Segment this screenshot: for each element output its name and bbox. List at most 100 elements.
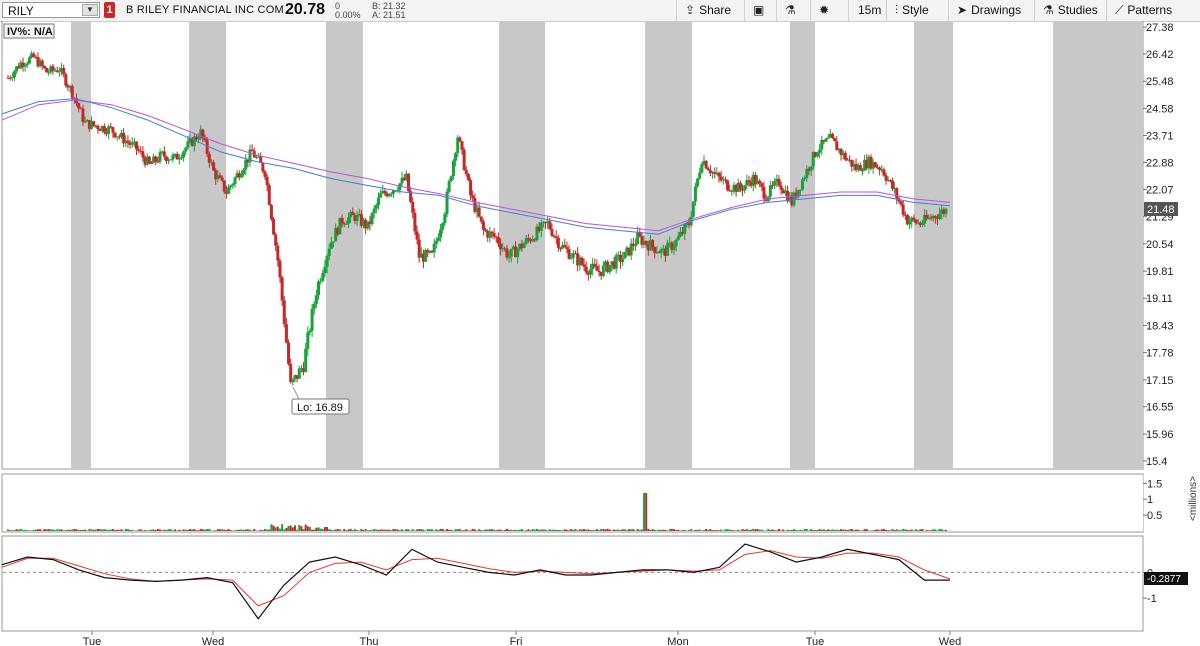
candle-body <box>432 243 436 253</box>
candle-body <box>447 180 451 192</box>
candle-body <box>910 217 914 222</box>
candle-body <box>233 177 237 185</box>
candle-body <box>186 141 190 148</box>
candle-body <box>901 204 905 215</box>
share-button[interactable]: ⇪ Share <box>676 0 744 21</box>
candle-body <box>257 156 261 158</box>
candle-body <box>822 139 826 142</box>
volume-bar <box>531 529 534 531</box>
price-panel[interactable] <box>1 21 1144 470</box>
volume-bar <box>621 529 624 531</box>
candle-body <box>616 254 620 256</box>
symbol-text: RILY <box>8 4 34 18</box>
candle-body <box>143 157 147 165</box>
candle-body <box>715 172 719 174</box>
volume-bar <box>199 528 202 531</box>
volume-bar <box>857 529 860 531</box>
oscillator-panel[interactable] <box>1 535 1144 632</box>
candle-body <box>805 168 809 179</box>
volume-bar <box>471 528 474 531</box>
volume-bar <box>428 529 431 531</box>
volume-bar <box>116 529 119 531</box>
candle-body <box>552 235 556 237</box>
candle-body <box>17 66 21 69</box>
volume-bar <box>833 529 836 531</box>
candle-body <box>66 85 70 88</box>
volume-bar <box>272 525 275 531</box>
volume-bar <box>730 529 733 531</box>
top-toolbar: RILY ▼ 1 B RILEY FINANCIAL INC COM 20.78… <box>0 0 1200 22</box>
candle-body <box>625 247 629 252</box>
candle-body <box>499 243 503 250</box>
candle-body <box>524 238 528 244</box>
export-button[interactable]: ▣ <box>744 0 776 21</box>
candle-body <box>923 215 927 224</box>
settings-button[interactable]: ✹ <box>810 0 848 21</box>
candle-body <box>841 152 845 156</box>
volume-panel[interactable] <box>1 473 1144 533</box>
volume-bar <box>377 529 380 531</box>
candle-body <box>306 332 310 349</box>
volume-bar <box>917 530 920 531</box>
symbol-dropdown-icon[interactable]: ▼ <box>82 4 98 16</box>
studies-button[interactable]: ⚗ Studies <box>1034 0 1106 21</box>
candle-body <box>773 181 777 186</box>
candle-body <box>209 162 213 164</box>
volume-bar <box>180 530 183 531</box>
chart-area[interactable]: 27.3826.4225.4824.5823.7122.8822.0721.29… <box>0 21 1200 646</box>
volume-bar <box>268 529 271 531</box>
drawings-button[interactable]: ➤ Drawings <box>948 0 1034 21</box>
volume-bar <box>662 529 665 531</box>
patterns-button[interactable]: ⟋ Patterns <box>1106 0 1200 21</box>
candle-body <box>182 151 186 158</box>
candle-body <box>156 161 160 163</box>
volume-bar <box>508 529 511 531</box>
volume-bar <box>431 529 434 531</box>
candle-body <box>719 176 723 181</box>
candle-body <box>942 209 946 214</box>
candle-body <box>368 221 372 225</box>
candle-body <box>683 224 687 234</box>
price-axis-label: 15.96 <box>1146 429 1174 441</box>
candle-body <box>379 193 383 198</box>
interval-button[interactable]: 15m <box>848 0 886 21</box>
volume-bar <box>514 529 517 531</box>
candle-body <box>177 158 181 160</box>
volume-bar <box>906 529 909 531</box>
candle-body <box>115 136 119 138</box>
candle-body <box>192 136 196 146</box>
volume-bar <box>636 528 639 531</box>
candle-body <box>291 379 295 383</box>
volume-bar <box>219 529 222 531</box>
volume-bar <box>844 529 847 531</box>
alert-badge[interactable]: 1 <box>104 2 115 18</box>
volume-bar <box>529 530 532 531</box>
candle-body <box>160 151 164 153</box>
volume-bar <box>703 530 706 531</box>
lab-button[interactable]: ⚗ <box>776 0 810 21</box>
symbol-input[interactable]: RILY ▼ <box>2 2 100 18</box>
volume-bar <box>497 529 500 531</box>
candle-body <box>207 153 211 163</box>
volume-bar <box>398 530 401 531</box>
candle-body <box>931 216 935 219</box>
candle-body <box>507 256 511 258</box>
candle-body <box>792 192 796 206</box>
candle-body <box>653 246 657 253</box>
price-axis-label: 24.58 <box>1146 103 1174 115</box>
candle-body <box>68 86 72 88</box>
candle-body <box>274 234 278 246</box>
style-button[interactable]: ⫶ Style <box>886 0 948 21</box>
candle-body <box>398 183 402 191</box>
volume-bar <box>649 530 652 531</box>
candle-body <box>49 66 53 73</box>
volume-bar <box>298 524 301 531</box>
candle-body <box>700 164 704 173</box>
volume-bar <box>302 529 305 531</box>
volume-bar <box>548 529 551 531</box>
candle-body <box>372 208 376 214</box>
low-label-box <box>291 398 350 415</box>
volume-bar <box>692 530 695 531</box>
volume-bar <box>837 530 840 531</box>
candle-body <box>267 185 271 206</box>
